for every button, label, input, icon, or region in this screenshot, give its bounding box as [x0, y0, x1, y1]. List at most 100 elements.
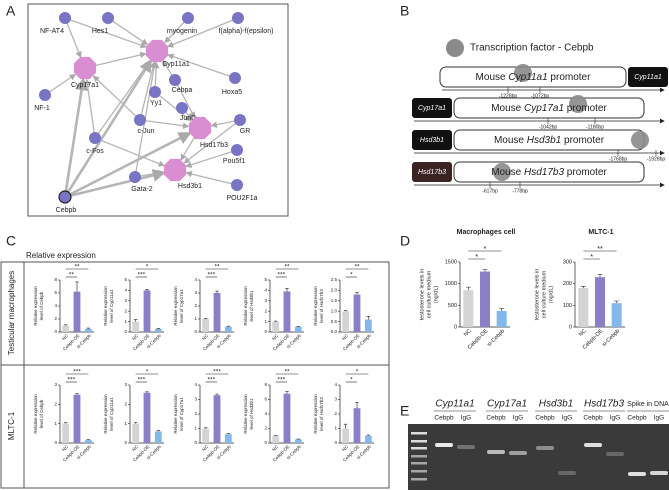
site-label: -1928bp — [647, 156, 666, 162]
node-label: c-Fos — [86, 148, 104, 155]
y-axis-label: Relative expression — [33, 286, 38, 326]
y-tick-label: 2 — [194, 303, 197, 308]
tf-node — [176, 102, 188, 114]
y-tick-label: 3 — [194, 397, 197, 402]
y-axis-label: level of Hsd17b3 — [319, 397, 324, 431]
y-axis-label: (ng/dL) — [548, 286, 554, 304]
bar — [154, 328, 162, 332]
gene-box — [412, 162, 452, 182]
gene-box — [412, 98, 452, 118]
y-tick-label: 3 — [124, 382, 127, 387]
bar — [283, 393, 291, 443]
node-label: JunD — [180, 115, 196, 122]
y-axis-label: Relative expression — [173, 394, 178, 434]
row-label: MLTC-1 — [7, 411, 16, 440]
significance-label: * — [356, 369, 359, 376]
node-label: Yy1 — [150, 100, 162, 107]
significance-label: *** — [278, 272, 286, 279]
network-edge — [107, 17, 149, 46]
promoter-suffix: promoter — [567, 167, 608, 178]
site-label: -778bp — [512, 188, 528, 194]
y-tick-label: 1 — [124, 319, 127, 324]
bar — [578, 288, 589, 327]
promoter-gene: Hsd3b1 — [527, 135, 561, 146]
ladder-band — [411, 432, 427, 435]
panel-letter: D — [400, 233, 410, 249]
x-tick-label: si-Cebpb — [601, 328, 621, 348]
y-tick-label: 8 — [264, 382, 267, 387]
promoter-suffix: promoter — [564, 135, 605, 146]
site-label: -1042bp — [539, 124, 558, 130]
x-tick-label: si-Cebpb — [486, 328, 506, 348]
y-tick-label: 0 — [54, 329, 57, 334]
y-tick-label: 0 — [124, 329, 127, 334]
gene-node — [163, 158, 187, 182]
y-tick-label: 6 — [264, 397, 267, 402]
node-label: Cyp11a1 — [162, 61, 190, 68]
network-edge — [166, 17, 239, 48]
bar — [480, 271, 490, 327]
gel-band — [606, 452, 624, 456]
y-axis-label: level of Hsd3b1 — [249, 398, 254, 430]
y-axis-label: level of Hsd3b1 — [249, 290, 254, 322]
site-label: -1228bp — [499, 93, 518, 99]
bar — [202, 319, 210, 332]
y-tick-label: 2 — [124, 402, 127, 407]
y-tick-label: 6 — [54, 290, 57, 295]
y-axis-label: (ng/dL) — [433, 286, 439, 304]
lane-label: Cebpb — [627, 415, 647, 422]
gel-group-label: Cyp11a1 — [435, 399, 474, 410]
network-edge — [64, 17, 82, 59]
tf-node — [149, 86, 161, 98]
tf-node — [229, 72, 241, 84]
x-tick-label: NC — [578, 328, 588, 338]
tf-node — [182, 12, 194, 24]
error-bar — [226, 325, 231, 327]
y-tick-label: 2 — [54, 402, 57, 407]
y-tick-label: 2 — [264, 308, 267, 313]
tf-node — [129, 171, 141, 183]
y-tick-label: 3 — [54, 382, 57, 387]
ladder-band — [411, 462, 427, 465]
error-bar — [203, 427, 208, 429]
binding-site — [631, 131, 649, 149]
y-tick-label: 1.5 — [331, 298, 338, 303]
y-axis-label: Relative expression — [313, 394, 318, 434]
y-tick-label: 300 — [563, 259, 572, 265]
significance-label: ** — [74, 264, 80, 271]
x-tick-label: NC — [201, 443, 210, 452]
error-bar — [355, 402, 359, 409]
node-label: f(alpha)-f(epsilon) — [219, 28, 274, 35]
error-bar — [63, 422, 68, 424]
y-axis-label: cell culture medium — [426, 270, 432, 318]
bar — [353, 294, 361, 332]
gel-band — [628, 472, 646, 476]
x-tick-label: NC — [463, 328, 473, 338]
x-tick-label: NC — [341, 332, 350, 341]
y-tick-label: 5 — [124, 277, 127, 282]
significance-label: * — [475, 252, 478, 261]
significance-label: ** — [354, 264, 360, 271]
error-bar — [343, 310, 348, 312]
promoter-gene: Cyp17a1 — [524, 103, 564, 114]
gene-box — [412, 130, 452, 150]
y-tick-label: 1 — [334, 426, 337, 431]
network-edge — [174, 79, 196, 119]
error-bar — [86, 327, 91, 329]
error-bar — [366, 434, 371, 436]
error-bar — [482, 269, 488, 272]
y-tick-label: 0 — [569, 324, 572, 330]
chart-title: MLTC-1 — [588, 229, 613, 236]
network-edge — [94, 137, 166, 167]
gene-box — [628, 67, 668, 87]
bar — [463, 290, 474, 327]
error-bar — [215, 290, 219, 293]
promoter-suffix: promoter — [550, 72, 591, 83]
panel-letter: A — [6, 3, 16, 19]
y-axis-label: level of Hsd17b3 — [319, 289, 324, 323]
network-edge — [84, 78, 96, 139]
gene-box-label: Cyp11a1 — [634, 74, 662, 81]
y-axis-label: Relative expression — [33, 394, 38, 434]
error-bar — [366, 316, 371, 320]
y-tick-label: 0 — [194, 440, 197, 445]
